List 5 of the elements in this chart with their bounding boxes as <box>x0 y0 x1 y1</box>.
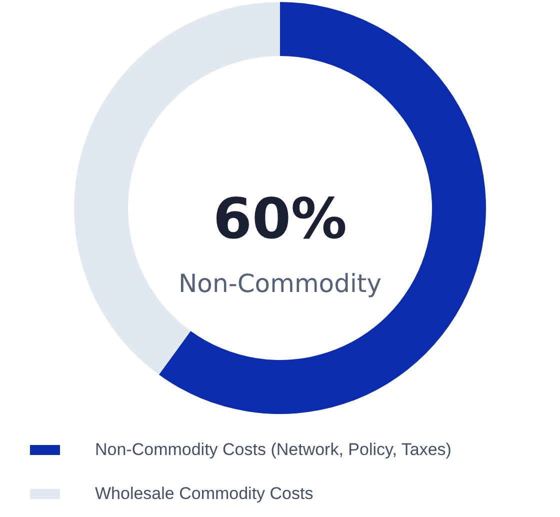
legend-label: Wholesale Commodity Costs <box>95 484 314 503</box>
legend-label: Non-Commodity Costs (Network, Policy, Taxes) <box>95 440 452 459</box>
text: Non-Commodity <box>178 269 382 298</box>
text: 60% <box>212 187 348 252</box>
donut-slice <box>158 2 486 414</box>
